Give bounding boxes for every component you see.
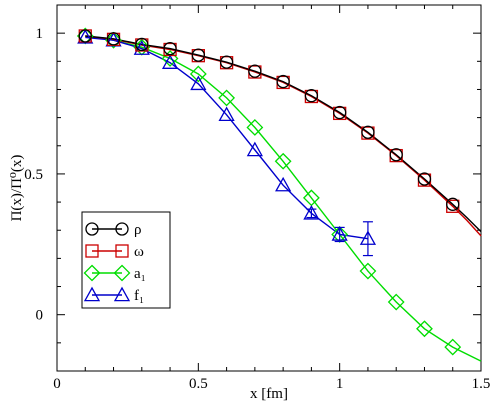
data-point <box>218 106 235 122</box>
series-markers <box>76 27 462 356</box>
data-point <box>274 152 292 170</box>
data-point <box>446 197 460 211</box>
data-point <box>359 230 377 245</box>
data-point <box>417 172 432 186</box>
data-point <box>304 89 319 103</box>
data-point <box>246 141 263 157</box>
legend-marker <box>113 286 131 302</box>
data-point <box>361 125 375 139</box>
x-tick-label: 0 <box>53 376 61 392</box>
data-point <box>77 29 94 44</box>
axis-ticks: 0 0.5 1 1.5 0 0.5 1 <box>24 4 491 392</box>
series-line-0 <box>85 35 482 233</box>
data-point <box>303 205 320 220</box>
data-point <box>359 262 377 280</box>
data-point <box>161 54 179 69</box>
data-point <box>133 40 150 55</box>
data-point <box>387 293 405 311</box>
data-point <box>218 89 236 107</box>
legend-marker <box>83 264 101 282</box>
series-line-1 <box>85 35 482 237</box>
legend-label: f₁ <box>134 288 144 304</box>
legend-label: ρ <box>134 222 142 238</box>
data-point <box>331 226 348 241</box>
data-point <box>246 119 264 136</box>
data-point <box>276 74 290 89</box>
data-point <box>105 31 122 49</box>
plot-frame <box>56 4 482 372</box>
legend-marker <box>85 244 99 258</box>
x-tick-label: 1 <box>336 376 344 392</box>
y-axis-label: Π(x)/Π⁰(x) <box>9 155 25 222</box>
data-point <box>416 320 433 338</box>
y-tick-label: 0 <box>36 308 44 324</box>
data-point <box>444 338 462 356</box>
legend-marker <box>115 222 129 236</box>
legend: ρω a₁ f₁ <box>81 211 171 309</box>
x-tick-label: 0.5 <box>189 376 208 392</box>
series-line-3 <box>85 36 369 240</box>
data-point <box>78 29 92 43</box>
x-axis-label: x [fm] <box>250 386 288 402</box>
legend-label: a₁ <box>134 266 146 282</box>
series-curves <box>85 35 482 362</box>
data-point <box>389 148 403 162</box>
legend-marker <box>113 264 131 282</box>
legend-marker <box>83 286 101 302</box>
data-point <box>163 41 177 56</box>
legend-box <box>81 211 171 309</box>
data-point <box>191 48 205 62</box>
data-point <box>248 64 262 78</box>
x-tick-label: 1.5 <box>472 376 491 392</box>
data-point <box>189 65 207 83</box>
legend-label: ω <box>134 244 144 260</box>
legend-marker <box>115 244 129 258</box>
y-tick-label: 0.5 <box>24 167 43 183</box>
series-line-2 <box>85 35 482 362</box>
y-tick-label: 1 <box>36 26 44 42</box>
data-point <box>275 176 292 192</box>
data-point <box>106 32 121 46</box>
data-point <box>190 75 207 91</box>
data-point <box>333 105 347 120</box>
data-point <box>219 55 234 69</box>
data-point <box>135 37 149 52</box>
legend-marker <box>85 222 99 236</box>
